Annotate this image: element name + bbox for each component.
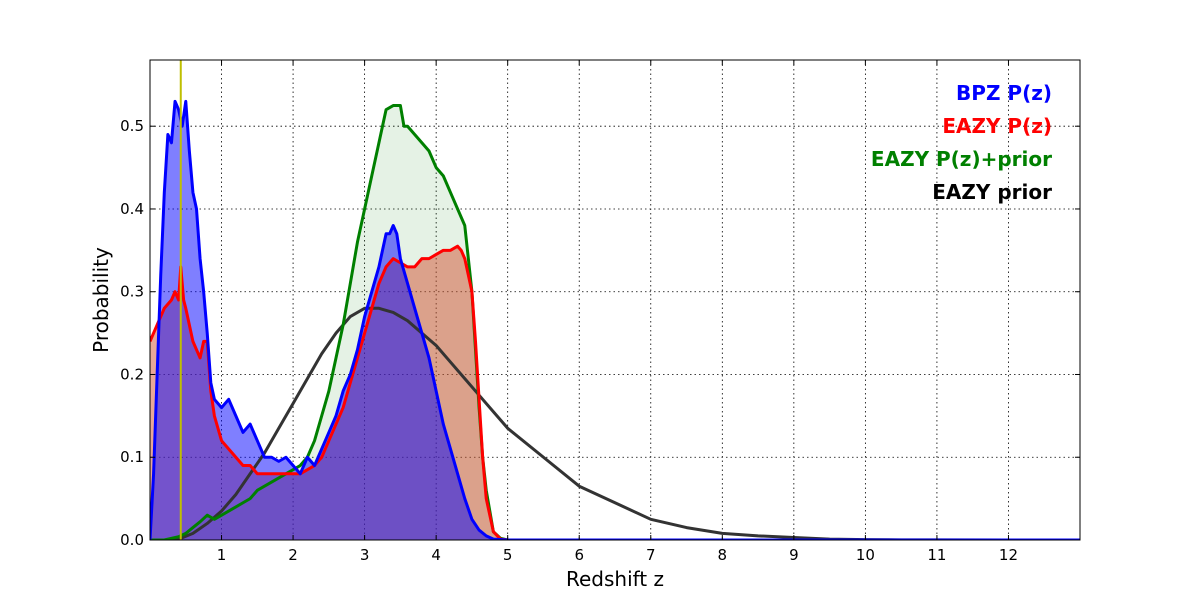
y-tick-label: 0.0: [120, 531, 144, 549]
x-tick-label: 5: [503, 546, 513, 564]
legend-entry: EAZY prior: [932, 180, 1052, 204]
series-group: [150, 60, 1080, 540]
x-tick-label: 9: [789, 546, 799, 564]
x-tick-label: 8: [718, 546, 728, 564]
y-tick-label: 0.1: [120, 448, 144, 466]
axis-ticks: 1 2 3 4 5 6 7 8 9 10 11 120.00.10.20.30.40.5: [120, 60, 1080, 564]
y-axis-title: Probability: [89, 247, 113, 353]
x-tick-label: 6: [574, 546, 584, 564]
legend-entry: EAZY P(z): [942, 114, 1052, 138]
legend: BPZ P(z) EAZY P(z) EAZY P(z)+prior EAZY pri…: [871, 81, 1052, 204]
series-line-0: [150, 99, 1080, 540]
x-tick-label: 1: [217, 546, 227, 564]
plot-frame: [149, 59, 1081, 541]
x-tick-label: 2: [288, 546, 298, 564]
x-tick-label: 4: [431, 546, 441, 564]
x-tick-label: 10: [856, 546, 875, 564]
legend-entry: BPZ P(z): [956, 81, 1052, 105]
legend-entry: EAZY P(z)+prior: [871, 147, 1052, 171]
y-tick-label: 0.3: [120, 283, 144, 301]
x-tick-label: 12: [999, 546, 1018, 564]
series-fill-0: [150, 101, 1080, 540]
x-axis-title: Redshift z: [566, 567, 664, 591]
series-line-1: [150, 244, 1080, 540]
x-tick-label: 11: [927, 546, 946, 564]
y-tick-label: 0.5: [120, 117, 144, 135]
y-tick-label: 0.4: [120, 200, 144, 218]
series-line-2: [150, 104, 1009, 540]
y-tick-label: 0.2: [120, 365, 144, 383]
x-tick-label: 3: [360, 546, 370, 564]
x-tick-label: 7: [646, 546, 656, 564]
